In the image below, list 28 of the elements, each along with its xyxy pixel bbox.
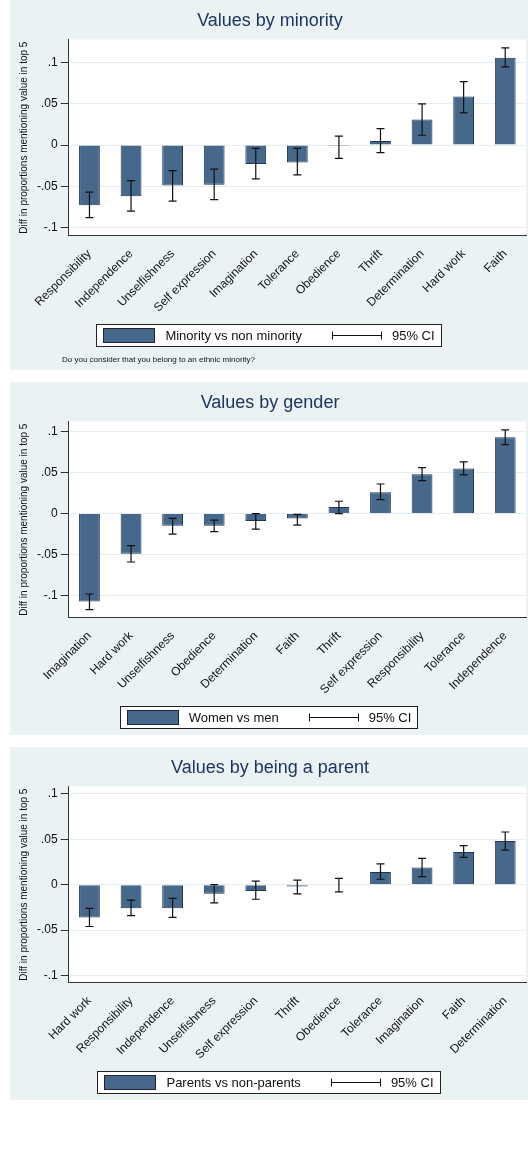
y-tick-label: -.05 xyxy=(36,546,58,561)
legend-label: Parents vs non-parents xyxy=(166,1075,301,1090)
y-tick-label: 0 xyxy=(50,505,58,520)
legend-label: Women vs men xyxy=(188,710,279,725)
chart-title: Values by gender xyxy=(200,391,340,412)
y-tick-label: .1 xyxy=(47,55,58,69)
legend-label: Minority vs non minority xyxy=(165,328,302,343)
y-tick-label: -.1 xyxy=(43,219,58,234)
chart-title: Values by being a parent xyxy=(171,756,369,777)
y-tick-label: 0 xyxy=(50,137,58,152)
y-tick-label: .05 xyxy=(40,464,58,479)
y-tick-label: .05 xyxy=(40,831,58,846)
y-tick-label: -.1 xyxy=(43,967,58,982)
y-tick-label: 0 xyxy=(50,877,58,892)
text: 95% CI xyxy=(368,710,412,725)
text: 95% CI xyxy=(391,328,435,343)
y-tick-label: .1 xyxy=(47,786,58,801)
y-axis-title: Diff in proportions mentioning value in top 5 xyxy=(17,41,29,234)
y-tick-label: -.1 xyxy=(43,587,58,602)
y-tick-label: -.05 xyxy=(36,922,58,937)
chart-title: Values by minority xyxy=(197,9,343,30)
y-tick-label: -.05 xyxy=(36,178,58,193)
y-tick-label: .05 xyxy=(40,96,58,111)
text: 95% CI xyxy=(390,1075,434,1090)
y-axis-title: Diff in proportions mentioning value in top 5 xyxy=(17,423,29,616)
text: Do you consider that you belong to an ethnic minority? xyxy=(62,355,256,364)
y-axis-title: Diff in proportions mentioning value in top 5 xyxy=(17,788,29,981)
y-tick-label: .1 xyxy=(47,423,58,438)
